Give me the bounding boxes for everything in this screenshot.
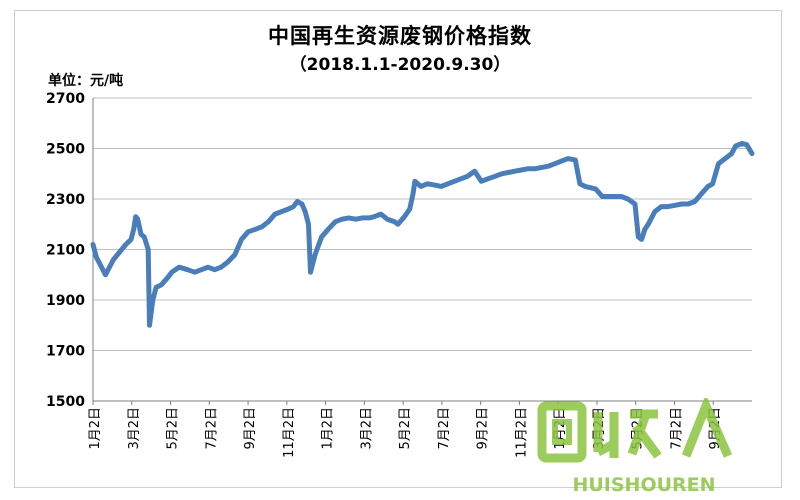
x-tick-label: 7月2日 — [204, 407, 219, 450]
x-tick-label: 5月2日 — [166, 407, 181, 450]
chart-subtitle: （2018.1.1-2020.9.30） — [289, 55, 511, 75]
price-index-line — [90, 140, 755, 328]
huishouren-logo: HUISHOUREN — [537, 398, 733, 496]
x-tick-label: 11月2日 — [282, 407, 297, 458]
x-tick-label: 7月2日 — [669, 407, 684, 450]
y-tick-label: 1900 — [46, 293, 85, 309]
y-tick-label: 1500 — [46, 394, 85, 410]
y-tick-label: 2700 — [46, 91, 85, 107]
watermark-text: HUISHOUREN — [572, 474, 715, 496]
y-tick-label: 2300 — [46, 192, 85, 208]
x-tick-label: 9月2日 — [476, 407, 491, 450]
x-tick-label: 5月2日 — [398, 407, 413, 450]
chart-title: 中国再生资源废钢价格指数 — [268, 24, 532, 48]
x-tick-label: 7月2日 — [437, 407, 452, 450]
y-tick-label: 2100 — [46, 243, 85, 259]
unit-label: 单位：元/吨 — [48, 73, 124, 89]
x-tick-label: 9月2日 — [243, 407, 258, 450]
y-tick-label: 1700 — [46, 344, 85, 360]
x-tick-label: 1月2日 — [88, 407, 103, 450]
x-tick-label: 3月2日 — [359, 407, 374, 450]
x-tick-label: 11月2日 — [514, 407, 529, 458]
x-tick-label: 3月2日 — [127, 407, 142, 450]
y-tick-label: 2500 — [46, 142, 85, 158]
x-tick-label: 1月2日 — [321, 407, 336, 450]
